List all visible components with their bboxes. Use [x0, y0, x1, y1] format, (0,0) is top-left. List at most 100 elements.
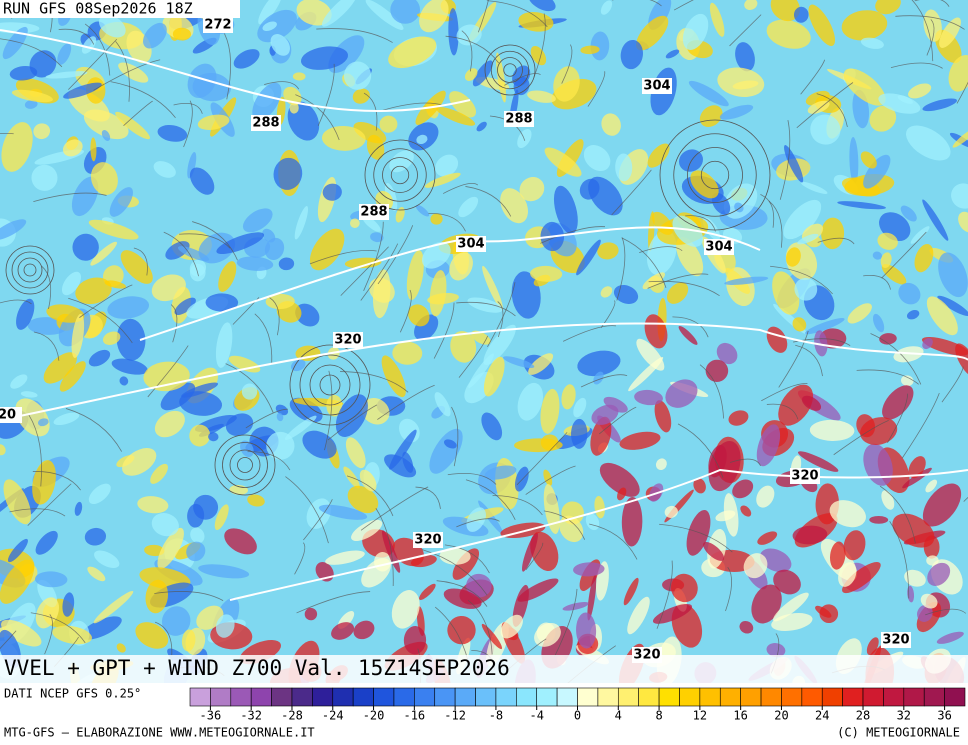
- field-blob: [483, 356, 505, 397]
- field-blob: [1, 122, 33, 172]
- field-blob: [801, 395, 822, 411]
- streamline: [911, 0, 934, 62]
- field-blob: [809, 419, 855, 441]
- colorbar-swatch: [597, 687, 619, 707]
- streamline: [363, 221, 384, 292]
- field-blob: [666, 282, 689, 304]
- streamline: [340, 371, 409, 393]
- vortex: [503, 63, 517, 77]
- field-blob: [122, 448, 157, 476]
- field-blob: [682, 13, 709, 50]
- field-blob: [343, 61, 372, 90]
- field-blob: [540, 388, 560, 434]
- field-blob: [90, 137, 97, 162]
- streamline: [110, 81, 176, 118]
- field-blob: [190, 527, 205, 544]
- field-blob: [743, 553, 768, 579]
- streamline: [30, 612, 86, 644]
- field-blob: [719, 104, 754, 120]
- colorbar-swatch: [862, 687, 884, 707]
- field-blob: [476, 121, 487, 132]
- source-label: DATI NCEP GFS 0.25°: [4, 687, 141, 701]
- field-blob: [415, 204, 430, 217]
- field-blob: [84, 527, 107, 546]
- vortex: [237, 457, 253, 473]
- field-blob: [372, 269, 391, 319]
- contour-label: 20: [0, 408, 16, 423]
- field-blob: [359, 469, 377, 492]
- field-blob: [619, 431, 661, 450]
- vortex: [497, 57, 523, 83]
- field-blob: [908, 456, 926, 479]
- streamline: [183, 100, 193, 148]
- field-blob: [74, 501, 83, 516]
- field-blob: [102, 331, 121, 345]
- run-label: RUN GFS 08Sep2026 18Z: [3, 0, 193, 18]
- field-blob: [2, 26, 28, 60]
- field-blob: [350, 218, 360, 228]
- field-blob: [544, 147, 582, 177]
- field-blob: [617, 487, 627, 501]
- streamline: [817, 237, 855, 245]
- field-blob: [94, 550, 120, 569]
- field-blob: [292, 72, 306, 81]
- field-blob: [914, 243, 934, 273]
- field-blob: [3, 479, 32, 525]
- streamline: [28, 414, 42, 487]
- field-blob: [576, 612, 597, 649]
- field-blob: [601, 113, 621, 136]
- contour-label-bg: [632, 647, 662, 663]
- field-blob: [353, 620, 375, 640]
- field-blob: [665, 379, 698, 408]
- field-blob: [600, 0, 613, 15]
- vortex: [229, 449, 261, 481]
- field-blob: [120, 250, 153, 284]
- streamline: [68, 38, 118, 90]
- field-blob: [321, 0, 358, 27]
- field-blob: [241, 383, 258, 400]
- field-blob: [792, 317, 807, 332]
- colorbar-swatch: [821, 687, 843, 707]
- field-blob: [869, 515, 889, 524]
- streamline: [766, 403, 799, 420]
- colorbar-tick-label: 24: [815, 709, 829, 723]
- field-blob: [351, 519, 383, 542]
- field-blob: [107, 296, 150, 319]
- field-blob: [814, 330, 828, 357]
- streamline: [154, 591, 224, 601]
- streamline: [254, 313, 273, 365]
- streamline: [399, 289, 412, 333]
- colorbar-tick-label: -36: [200, 709, 222, 723]
- field-blob: [198, 564, 250, 579]
- isoline: [0, 322, 968, 421]
- field-blob: [905, 125, 951, 161]
- field-blob: [150, 463, 168, 484]
- field-blob: [434, 392, 451, 417]
- field-blob: [406, 250, 424, 301]
- field-blob: [500, 614, 523, 639]
- streamline: [465, 186, 512, 217]
- colorbar-swatch: [556, 687, 578, 707]
- field-blob: [439, 547, 471, 565]
- field-blob: [543, 469, 553, 486]
- field-blob: [0, 444, 6, 456]
- streamline: [27, 483, 72, 526]
- field-blob: [189, 167, 215, 195]
- field-blob: [464, 68, 478, 81]
- field-blob: [829, 500, 866, 528]
- streamline: [796, 82, 854, 129]
- field-blob: [189, 424, 211, 447]
- field-blob: [236, 256, 274, 271]
- field-blob: [860, 37, 884, 49]
- field-blob: [24, 99, 38, 109]
- field-blob: [87, 566, 106, 582]
- field-blob: [517, 382, 544, 421]
- map: [0, 0, 968, 683]
- streamline: [925, 608, 967, 616]
- colorbar-tick-label: 32: [897, 709, 911, 723]
- field-blob: [651, 211, 673, 235]
- field-blob: [410, 554, 437, 568]
- contour-label-bg: [333, 332, 363, 348]
- field-blob: [955, 343, 968, 378]
